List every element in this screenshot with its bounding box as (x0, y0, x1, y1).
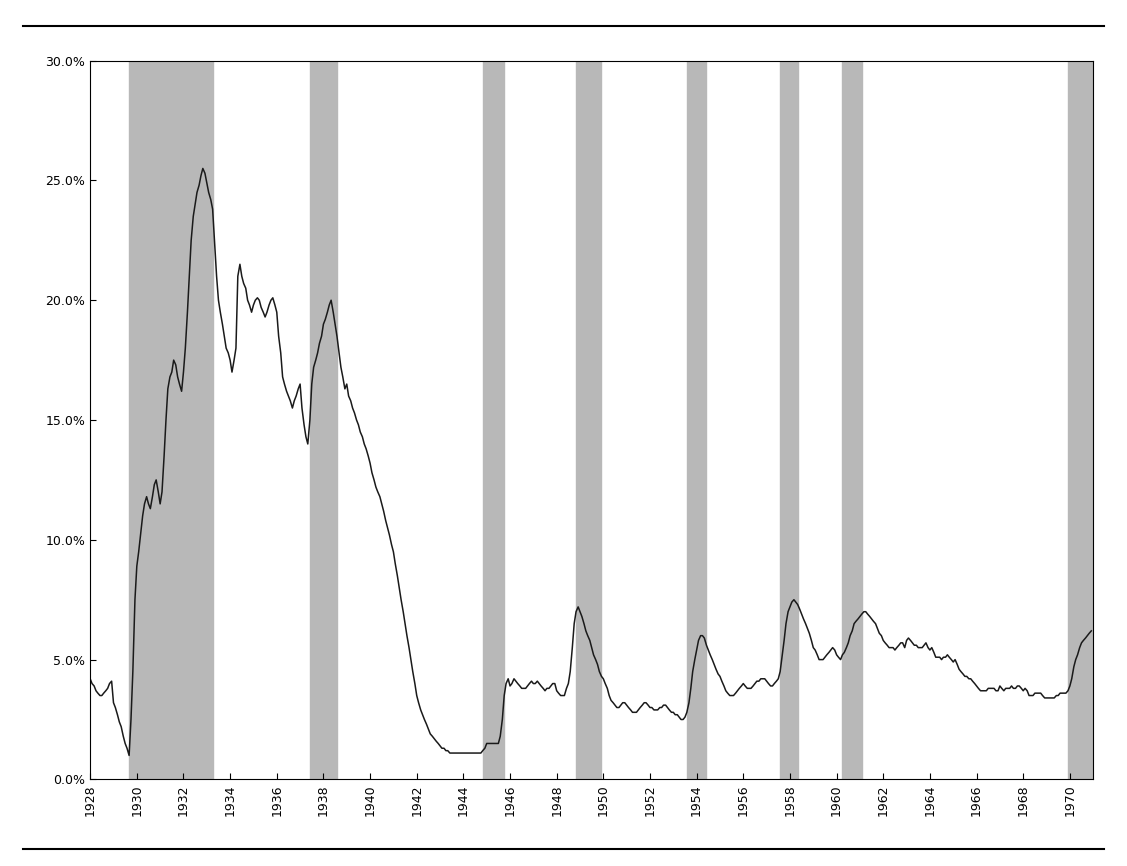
Bar (843, 61, 862, 779)
Bar (780, 61, 798, 779)
Bar (1068, 61, 1093, 779)
Bar (686, 61, 707, 779)
Bar (130, 61, 213, 779)
Bar (310, 61, 337, 779)
Bar (576, 61, 602, 779)
Bar (482, 61, 504, 779)
